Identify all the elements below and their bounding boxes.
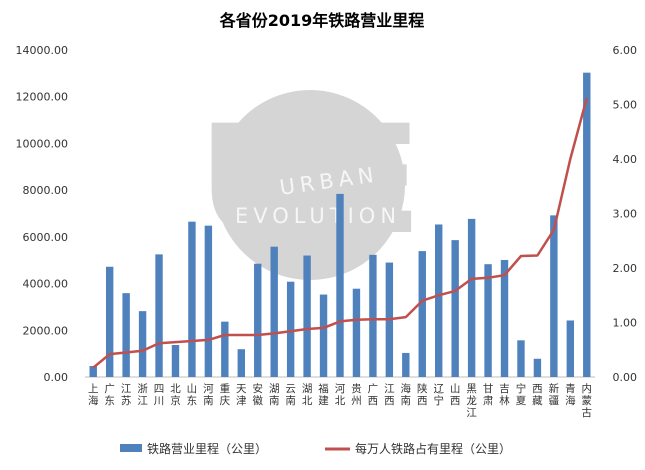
legend-swatch-bar — [120, 444, 142, 452]
category-label: 辽宁 — [433, 383, 444, 407]
category-label: 江西 — [384, 383, 395, 407]
right-axis-tick-label: 2.00 — [613, 262, 638, 275]
category-label: 安徽 — [252, 382, 263, 407]
left-axis-tick-label: 10000.00 — [16, 137, 69, 150]
category-label: 黑龙江 — [466, 383, 477, 419]
bar — [171, 345, 180, 377]
bar — [303, 255, 311, 377]
right-axis-tick-label: 6.00 — [613, 44, 638, 57]
bar — [550, 215, 558, 377]
category-label: 河北 — [335, 383, 346, 407]
watermark-logo: UE — [198, 90, 422, 280]
left-axis-tick-label: 12000.00 — [16, 91, 69, 104]
right-axis-tick-label: 0.00 — [613, 371, 638, 384]
right-axis-tick-label: 1.00 — [613, 317, 638, 330]
bar — [188, 221, 196, 377]
chart-title: 各省份2019年铁路营业里程 — [219, 11, 425, 30]
category-label: 青海 — [565, 382, 576, 407]
bar — [204, 225, 213, 377]
watermark-text-evolution: EVOLUTION — [235, 204, 401, 228]
bar — [402, 352, 410, 377]
bar — [517, 340, 525, 377]
category-label: 浙江 — [137, 383, 148, 407]
category-label: 陕西 — [417, 382, 428, 407]
bar — [500, 259, 509, 377]
category-label: 湖北 — [302, 383, 313, 407]
left-axis-tick-label: 4000.00 — [23, 278, 69, 291]
category-label: 内蒙古 — [582, 382, 593, 419]
category-label: 广西 — [368, 383, 379, 407]
bar — [237, 349, 245, 377]
category-label: 云南 — [285, 383, 296, 407]
bar — [467, 218, 476, 377]
category-label: 贵州 — [351, 382, 362, 407]
bar — [484, 264, 492, 377]
bar — [369, 254, 377, 377]
category-label: 江苏 — [121, 383, 132, 407]
category-label: 山东 — [187, 383, 198, 407]
category-label: 天津 — [236, 383, 247, 407]
line-series — [92, 97, 589, 369]
legend: 铁路营业里程（公里） 每万人铁路占有里程（公里） — [120, 441, 511, 456]
left-axis-tick-label: 14000.00 — [16, 44, 69, 57]
category-label: 新疆 — [549, 382, 560, 407]
bar — [319, 294, 328, 377]
category-label: 四川 — [154, 383, 165, 407]
bar — [155, 254, 163, 377]
bar — [105, 266, 114, 377]
bar — [435, 224, 443, 377]
bar-series — [89, 72, 591, 377]
category-label: 福建 — [318, 382, 329, 407]
bar — [286, 281, 295, 377]
bar — [336, 193, 344, 377]
category-label: 甘肃 — [483, 382, 494, 407]
category-label: 河南 — [203, 383, 214, 407]
category-label: 吉林 — [499, 383, 510, 407]
bar — [451, 240, 459, 377]
bar — [533, 358, 542, 377]
right-axis-tick-label: 5.00 — [613, 99, 638, 112]
category-label: 山西 — [450, 383, 461, 407]
category-labels: 上海广东江苏浙江四川北京山东河南重庆天津安徽湖南云南湖北福建河北贵州广西江西海南… — [88, 382, 592, 419]
legend-label-bar: 铁路营业里程（公里） — [147, 441, 267, 456]
category-label: 海南 — [401, 382, 412, 407]
bar — [221, 321, 229, 377]
category-label: 宁夏 — [516, 382, 527, 407]
left-axis-tick-label: 0.00 — [44, 371, 69, 384]
left-axis: 0.00 2000.00 4000.00 6000.00 8000.00 10000.00… — [16, 44, 69, 384]
category-label: 广东 — [104, 383, 115, 407]
left-axis-tick-label: 6000.00 — [23, 231, 69, 244]
bar — [122, 293, 130, 377]
right-axis: 0.00 1.00 2.00 3.00 4.00 5.00 6.00 — [613, 44, 638, 384]
category-label: 西藏 — [532, 383, 543, 407]
left-axis-tick-label: 2000.00 — [23, 324, 69, 337]
category-label: 北京 — [170, 383, 181, 407]
bar — [418, 251, 426, 377]
category-label: 重庆 — [220, 382, 231, 407]
bar — [566, 320, 575, 377]
right-axis-tick-label: 3.00 — [613, 208, 638, 221]
category-label: 湖南 — [269, 383, 280, 407]
left-axis-tick-label: 8000.00 — [23, 184, 69, 197]
bar — [270, 246, 278, 377]
bar — [352, 288, 361, 377]
bar — [138, 311, 147, 377]
category-label: 上海 — [88, 383, 99, 407]
series-line — [92, 97, 589, 369]
bar — [254, 263, 262, 377]
bar — [89, 366, 97, 377]
right-axis-tick-label: 4.00 — [613, 153, 638, 166]
bar — [583, 72, 591, 377]
watermark-letters: UE — [198, 94, 422, 268]
legend-label-line: 每万人铁路占有里程（公里） — [355, 441, 511, 456]
